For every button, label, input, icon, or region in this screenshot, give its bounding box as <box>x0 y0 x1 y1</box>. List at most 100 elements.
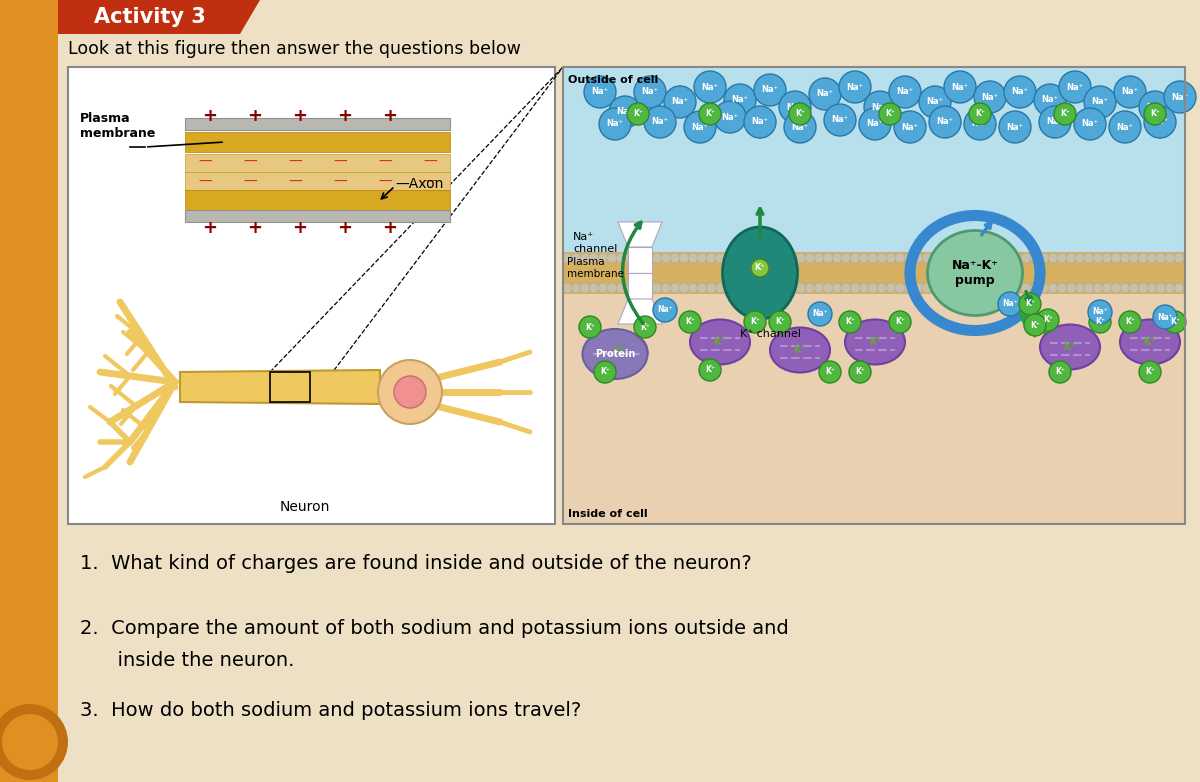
Circle shape <box>778 253 788 263</box>
Text: —: — <box>424 155 437 169</box>
Circle shape <box>1037 309 1060 331</box>
Text: K⁺: K⁺ <box>845 317 854 327</box>
Circle shape <box>778 283 788 293</box>
Bar <box>185 118 450 130</box>
Circle shape <box>1012 253 1022 263</box>
Circle shape <box>760 283 770 293</box>
Circle shape <box>998 292 1022 316</box>
Text: Na⁺: Na⁺ <box>751 117 768 127</box>
Circle shape <box>976 253 986 263</box>
Circle shape <box>607 283 617 293</box>
Text: Na⁺: Na⁺ <box>1092 307 1108 317</box>
Text: Outside of cell: Outside of cell <box>568 75 659 85</box>
Circle shape <box>894 111 926 143</box>
Circle shape <box>1030 283 1040 293</box>
Circle shape <box>1012 283 1022 293</box>
Circle shape <box>1102 253 1112 263</box>
Circle shape <box>1129 253 1139 263</box>
Text: K⁺: K⁺ <box>1170 317 1180 327</box>
Circle shape <box>698 103 721 125</box>
Circle shape <box>706 283 716 293</box>
Text: Na⁺: Na⁺ <box>691 123 708 131</box>
Circle shape <box>625 283 635 293</box>
Circle shape <box>1109 111 1141 143</box>
Circle shape <box>751 283 761 293</box>
Text: K⁺ channel: K⁺ channel <box>740 329 802 339</box>
Circle shape <box>1003 283 1013 293</box>
Circle shape <box>1057 253 1067 263</box>
Text: —: — <box>334 175 347 189</box>
Circle shape <box>823 283 833 293</box>
Ellipse shape <box>928 231 1022 315</box>
Circle shape <box>850 361 871 383</box>
Circle shape <box>805 283 815 293</box>
Ellipse shape <box>722 227 798 319</box>
Circle shape <box>1066 253 1076 263</box>
Text: Plasma
membrane: Plasma membrane <box>568 257 624 278</box>
Text: —: — <box>378 155 392 169</box>
Circle shape <box>824 104 856 136</box>
Circle shape <box>1060 71 1091 103</box>
Circle shape <box>868 253 878 263</box>
Text: Na⁺: Na⁺ <box>1152 117 1169 127</box>
Text: Na⁺: Na⁺ <box>1171 92 1188 102</box>
Circle shape <box>688 253 698 263</box>
Text: Inside of cell: Inside of cell <box>568 509 648 519</box>
Text: K⁺: K⁺ <box>750 317 760 327</box>
Ellipse shape <box>593 331 648 373</box>
Circle shape <box>571 283 581 293</box>
Circle shape <box>589 283 599 293</box>
Circle shape <box>394 376 426 408</box>
Circle shape <box>949 253 959 263</box>
Text: +: + <box>383 219 397 237</box>
Circle shape <box>1129 283 1139 293</box>
Circle shape <box>744 106 776 138</box>
Circle shape <box>809 78 841 110</box>
Circle shape <box>922 253 932 263</box>
Circle shape <box>744 311 766 333</box>
Text: +: + <box>203 107 217 125</box>
Circle shape <box>1084 86 1116 118</box>
Circle shape <box>931 253 941 263</box>
Circle shape <box>868 283 878 293</box>
Text: Na⁺: Na⁺ <box>901 123 918 131</box>
Circle shape <box>1093 283 1103 293</box>
Circle shape <box>733 253 743 263</box>
Circle shape <box>949 283 959 293</box>
Text: Na⁺: Na⁺ <box>871 102 888 112</box>
Circle shape <box>904 283 914 293</box>
Circle shape <box>1164 81 1196 113</box>
Circle shape <box>697 283 707 293</box>
Ellipse shape <box>690 320 750 364</box>
Text: K⁺: K⁺ <box>1030 321 1040 329</box>
Text: Na⁺: Na⁺ <box>936 117 954 127</box>
Text: +: + <box>337 107 353 125</box>
Circle shape <box>751 253 761 263</box>
Circle shape <box>1153 305 1177 329</box>
Circle shape <box>877 283 887 293</box>
Circle shape <box>661 283 671 293</box>
Text: —: — <box>288 155 302 169</box>
Circle shape <box>652 283 662 293</box>
Circle shape <box>889 311 911 333</box>
Text: K⁺: K⁺ <box>600 368 610 376</box>
Circle shape <box>769 253 779 263</box>
Circle shape <box>940 283 950 293</box>
Bar <box>185 172 450 190</box>
Circle shape <box>1120 253 1130 263</box>
Circle shape <box>634 253 644 263</box>
Circle shape <box>670 283 680 293</box>
Circle shape <box>850 253 860 263</box>
Circle shape <box>1139 91 1171 123</box>
Text: K⁺: K⁺ <box>1060 109 1070 119</box>
Circle shape <box>1048 283 1058 293</box>
Circle shape <box>616 253 626 263</box>
Polygon shape <box>1010 298 1040 338</box>
Text: +: + <box>293 107 307 125</box>
Circle shape <box>913 283 923 293</box>
Circle shape <box>664 86 696 118</box>
Text: Na⁺: Na⁺ <box>1067 82 1084 91</box>
Circle shape <box>886 283 896 293</box>
Circle shape <box>1034 311 1056 333</box>
Text: K⁺: K⁺ <box>1126 317 1135 327</box>
